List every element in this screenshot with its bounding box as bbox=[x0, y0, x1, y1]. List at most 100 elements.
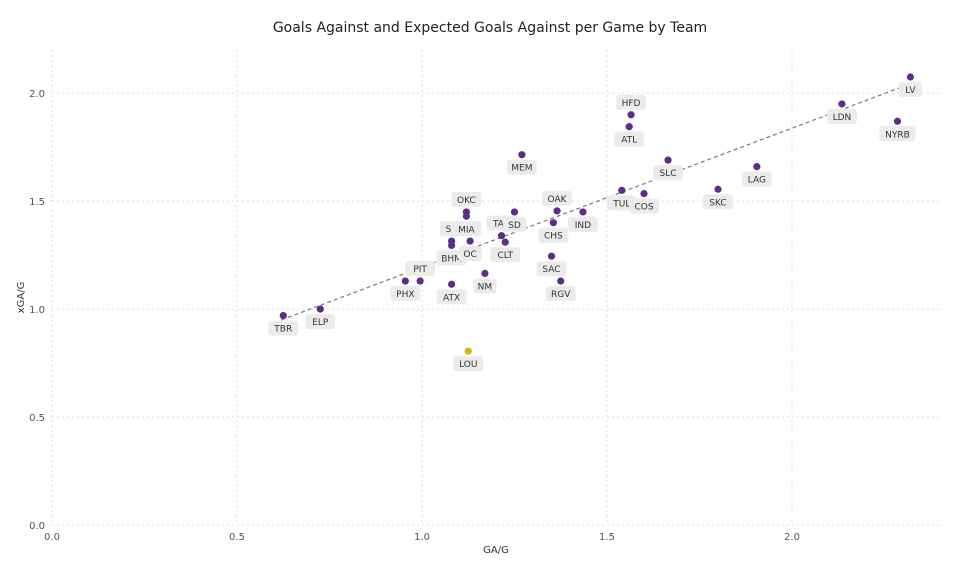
point-label-text: SLC bbox=[660, 169, 677, 179]
data-point-hfd[interactable] bbox=[627, 111, 635, 119]
data-point-nyrb[interactable] bbox=[893, 117, 902, 125]
label-background bbox=[703, 194, 733, 210]
data-point-pit[interactable] bbox=[416, 277, 424, 285]
point-label-slc: SLC bbox=[653, 165, 683, 181]
y-tick-label: 0.0 bbox=[29, 521, 45, 532]
label-background bbox=[453, 356, 484, 372]
grid bbox=[51, 50, 940, 526]
point-label-text: LAG bbox=[748, 176, 766, 186]
point-label-lou: LOU bbox=[453, 356, 484, 372]
point-label-clt: CLT bbox=[490, 247, 521, 263]
data-point-lou[interactable] bbox=[464, 347, 472, 355]
y-tick-label: 1.5 bbox=[29, 197, 45, 208]
data-point-atl[interactable] bbox=[625, 123, 633, 131]
data-point-slc[interactable] bbox=[664, 156, 672, 164]
point-label-text: IND bbox=[575, 221, 591, 231]
point-label-skc: SKC bbox=[703, 194, 733, 210]
y-tick-label: 1.0 bbox=[29, 305, 45, 316]
x-axis-label: GA/G bbox=[483, 545, 509, 556]
data-point-oc[interactable] bbox=[466, 237, 474, 245]
point-label-text: MIA bbox=[458, 225, 475, 235]
point-label-lag: LAG bbox=[741, 171, 772, 187]
label-background bbox=[741, 171, 772, 187]
data-point-skc[interactable] bbox=[714, 185, 722, 193]
data-point-elp[interactable] bbox=[316, 305, 324, 313]
point-label-text: LDN bbox=[833, 113, 852, 123]
data-point-sac[interactable] bbox=[547, 252, 556, 260]
label-background bbox=[827, 108, 857, 124]
label-background bbox=[268, 320, 299, 336]
data-point-phx[interactable] bbox=[401, 277, 409, 285]
point-label-text: CHS bbox=[544, 232, 563, 242]
y-tick-label: 2.0 bbox=[29, 89, 45, 100]
point-label-atl: ATL bbox=[614, 131, 645, 147]
point-label-text: SAC bbox=[542, 265, 560, 275]
chart-title: Goals Against and Expected Goals Against… bbox=[272, 20, 708, 36]
data-point-chs[interactable] bbox=[549, 219, 557, 227]
point-label-mia: MIA bbox=[451, 221, 482, 237]
point-label-text: HFD bbox=[622, 99, 641, 109]
data-point-cos[interactable] bbox=[640, 189, 648, 198]
tick-labels: 0.0 0.5 1.0 1.5 2.0 0.0 0.5 1.0 1.5 2.0 bbox=[29, 89, 800, 543]
data-point-oak[interactable] bbox=[553, 207, 561, 215]
y-tick-label: 0.5 bbox=[29, 413, 45, 424]
data-points bbox=[279, 73, 915, 355]
data-point-tbr[interactable] bbox=[279, 311, 287, 320]
point-label-mem: MEM bbox=[507, 159, 537, 175]
point-label-phx: PHX bbox=[390, 286, 421, 302]
data-point-mia[interactable] bbox=[462, 212, 470, 220]
label-background bbox=[542, 190, 572, 206]
label-background bbox=[507, 159, 537, 175]
label-background bbox=[879, 126, 916, 142]
label-background bbox=[405, 261, 436, 277]
point-label-text: OAK bbox=[548, 195, 568, 205]
point-label-text: TAC bbox=[492, 220, 510, 230]
data-point-mem[interactable] bbox=[518, 151, 526, 159]
data-point-rgv[interactable] bbox=[557, 277, 565, 285]
point-label-text: ATX bbox=[443, 293, 460, 303]
point-label-okc: OKC bbox=[451, 191, 482, 207]
point-label-oak: OAK bbox=[542, 190, 572, 206]
trendline bbox=[281, 81, 915, 321]
point-label-text: NM bbox=[478, 282, 493, 292]
point-label-elp: ELP bbox=[305, 314, 336, 330]
data-point-tul[interactable] bbox=[618, 186, 626, 194]
point-label-text: LV bbox=[905, 86, 916, 96]
point-label-tbr: TBR bbox=[268, 320, 299, 336]
data-point-clt[interactable] bbox=[501, 238, 509, 246]
point-label-nyrb: NYRB bbox=[879, 126, 916, 142]
point-label-text: NYRB bbox=[885, 130, 910, 140]
data-point-lv[interactable] bbox=[906, 73, 915, 81]
label-background bbox=[390, 286, 421, 302]
point-label-text: PIT bbox=[413, 265, 427, 275]
data-point-bhm[interactable] bbox=[448, 241, 456, 249]
point-label-text: TUL bbox=[612, 199, 630, 209]
data-point-sd[interactable] bbox=[510, 208, 519, 216]
data-point-tac[interactable] bbox=[497, 232, 506, 240]
point-label-text: SKC bbox=[709, 198, 726, 208]
data-point-ind[interactable] bbox=[579, 208, 587, 216]
data-point-lag[interactable] bbox=[753, 162, 761, 171]
label-background bbox=[653, 165, 683, 181]
data-point-atx[interactable] bbox=[448, 280, 456, 288]
point-label-text: OKC bbox=[457, 196, 476, 206]
point-label-text: ATL bbox=[621, 136, 637, 146]
x-tick-label: 0.0 bbox=[44, 532, 60, 543]
point-label-lv: LV bbox=[898, 81, 922, 97]
label-background bbox=[898, 81, 922, 97]
point-label-cos: COS bbox=[629, 198, 659, 214]
label-background bbox=[473, 278, 497, 294]
point-label-hfd: HFD bbox=[616, 94, 646, 110]
point-label-text: OC bbox=[463, 250, 476, 260]
data-point-ldn[interactable] bbox=[838, 100, 846, 108]
data-point-nm[interactable] bbox=[481, 269, 489, 278]
point-label-text: PHX bbox=[396, 290, 414, 300]
label-background bbox=[538, 227, 569, 243]
point-label-text: ELP bbox=[312, 318, 329, 328]
point-label-chs: CHS bbox=[538, 227, 569, 243]
label-background bbox=[458, 246, 482, 262]
label-background bbox=[305, 314, 336, 330]
point-label-text: TBR bbox=[273, 325, 292, 335]
